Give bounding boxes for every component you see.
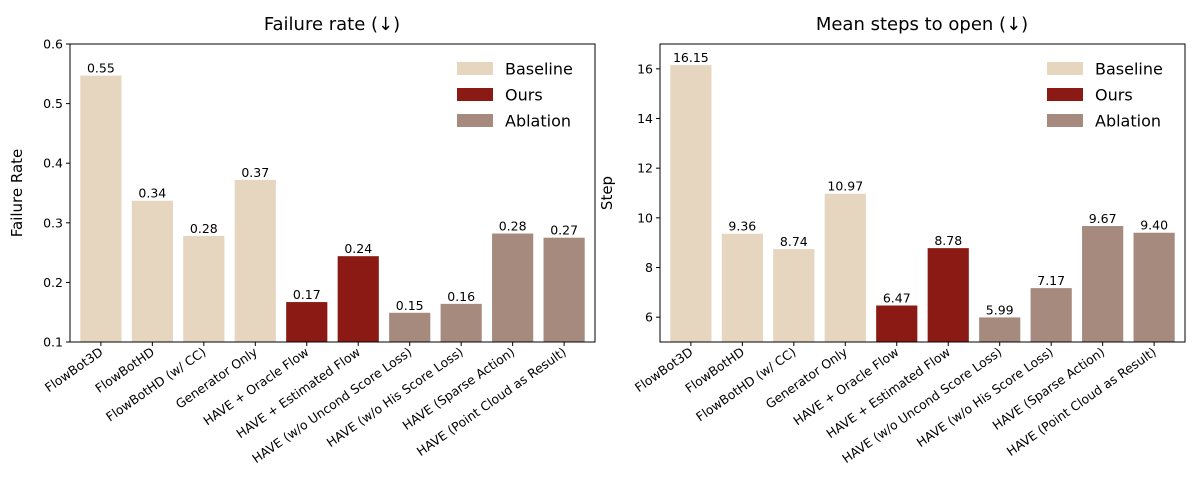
legend-swatch-ours bbox=[1047, 88, 1083, 101]
bar-2 bbox=[131, 200, 173, 342]
legend-swatch-ablation bbox=[457, 114, 493, 127]
legend-label-ours: Ours bbox=[1095, 86, 1133, 105]
legend-label-ablation: Ablation bbox=[1095, 112, 1161, 131]
y-tick-label: 14 bbox=[637, 111, 653, 126]
data-label: 0.55 bbox=[87, 61, 115, 76]
y-tick-label: 10 bbox=[637, 210, 653, 225]
data-label: 0.28 bbox=[190, 221, 218, 236]
y-tick-label: 0.5 bbox=[43, 96, 63, 111]
data-label: 8.78 bbox=[934, 233, 962, 248]
data-label: 7.17 bbox=[1037, 273, 1065, 288]
legend-swatch-baseline bbox=[457, 62, 493, 75]
bar-8 bbox=[1030, 288, 1072, 342]
bar-9 bbox=[492, 233, 534, 342]
bar-5 bbox=[286, 302, 328, 342]
y-tick-label: 0.4 bbox=[43, 156, 63, 171]
data-label: 0.24 bbox=[344, 241, 372, 256]
chart-title: Mean steps to open (↓) bbox=[816, 14, 1028, 35]
data-label: 0.16 bbox=[447, 289, 475, 304]
data-label: 0.37 bbox=[241, 165, 269, 180]
data-label: 16.15 bbox=[673, 50, 709, 65]
failure-rate-chart: Failure rate (↓) Failure Rate 0.1 0.2 0.3 0.4… bbox=[8, 14, 596, 466]
data-label: 10.97 bbox=[827, 179, 863, 194]
plot-frame bbox=[69, 43, 596, 343]
y-tick-label: 6 bbox=[645, 310, 653, 325]
bar-6 bbox=[927, 248, 969, 342]
data-label: 9.67 bbox=[1089, 211, 1117, 226]
legend: Baseline Ours Ablation bbox=[1047, 60, 1163, 131]
bar-3 bbox=[773, 249, 815, 342]
data-label: 8.74 bbox=[780, 234, 808, 249]
data-label: 0.27 bbox=[550, 223, 578, 238]
bar-2 bbox=[721, 233, 763, 342]
y-tick-label: 16 bbox=[637, 61, 653, 76]
legend-label-baseline: Baseline bbox=[505, 60, 573, 79]
legend-label-ours: Ours bbox=[505, 86, 543, 105]
y-tick-label: 12 bbox=[637, 161, 653, 176]
legend: Baseline Ours Ablation bbox=[457, 60, 573, 131]
data-label: 6.47 bbox=[883, 290, 911, 305]
legend-label-ablation: Ablation bbox=[505, 112, 571, 131]
legend-swatch-ours bbox=[457, 88, 493, 101]
chart-title: Failure rate (↓) bbox=[264, 14, 400, 35]
y-tick-label: 0.6 bbox=[43, 37, 63, 52]
y-tick-label: 0.3 bbox=[43, 215, 63, 230]
bar-8 bbox=[440, 303, 482, 342]
bar-10 bbox=[1133, 232, 1175, 342]
bar-1 bbox=[80, 75, 122, 342]
legend-swatch-ablation bbox=[1047, 114, 1083, 127]
data-label: 5.99 bbox=[986, 302, 1014, 317]
bar-4 bbox=[824, 193, 866, 342]
y-tick-label: 0.1 bbox=[43, 335, 63, 350]
legend-label-baseline: Baseline bbox=[1095, 60, 1163, 79]
legend-swatch-baseline bbox=[1047, 62, 1083, 75]
bar-7 bbox=[979, 317, 1021, 342]
data-label: 0.34 bbox=[138, 186, 166, 201]
data-label: 9.36 bbox=[728, 219, 756, 234]
bar-4 bbox=[234, 179, 276, 342]
plot-frame bbox=[659, 43, 1186, 343]
bar-1 bbox=[670, 65, 712, 342]
y-axis-label: Failure Rate bbox=[8, 149, 26, 238]
data-label: 9.40 bbox=[1140, 218, 1168, 233]
bar-6 bbox=[337, 256, 379, 342]
mean-steps-chart: Mean steps to open (↓) Step 6 8 10 12 14 16 16.1… bbox=[598, 14, 1186, 466]
bar-3 bbox=[183, 235, 225, 342]
bar-10 bbox=[543, 237, 585, 342]
bar-5 bbox=[876, 305, 918, 342]
y-axis-label: Step bbox=[598, 176, 616, 210]
data-label: 0.28 bbox=[499, 219, 527, 234]
bar-9 bbox=[1082, 226, 1124, 342]
y-tick-label: 0.2 bbox=[43, 275, 63, 290]
bar-7 bbox=[389, 312, 431, 342]
y-tick-label: 8 bbox=[645, 260, 653, 275]
data-label: 0.15 bbox=[396, 298, 424, 313]
data-label: 0.17 bbox=[293, 287, 321, 302]
